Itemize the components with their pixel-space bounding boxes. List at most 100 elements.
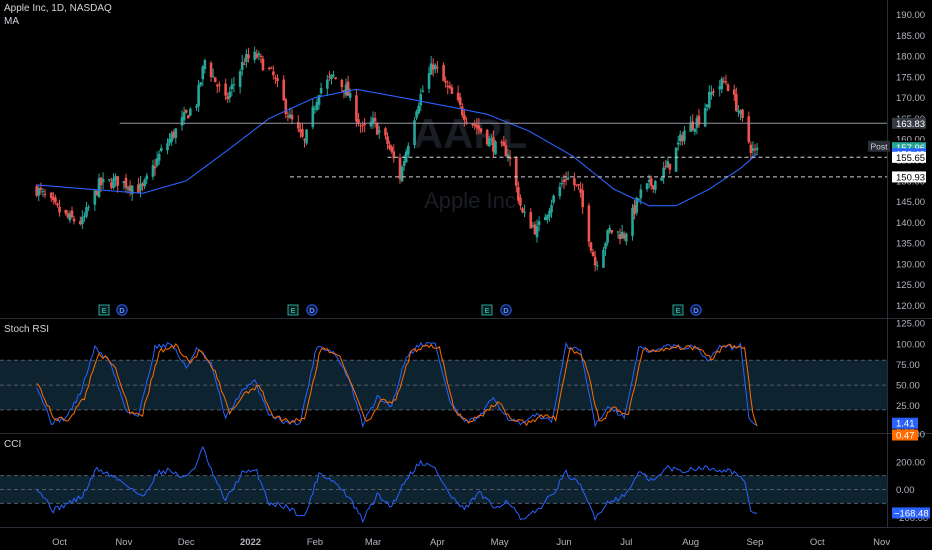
- candle-body: [471, 123, 474, 126]
- candle: [371, 111, 375, 129]
- candle: [458, 92, 462, 110]
- candle: [639, 184, 643, 205]
- candle: [286, 111, 290, 122]
- candle-body: [508, 156, 512, 159]
- candle-body: [446, 85, 450, 87]
- candle-body: [211, 76, 215, 78]
- candle-body: [261, 58, 265, 71]
- candle-body: [521, 208, 524, 212]
- candle: [608, 224, 611, 235]
- candle: [259, 53, 263, 64]
- candle: [359, 123, 362, 133]
- candle: [575, 184, 578, 187]
- candle: [477, 118, 481, 135]
- price-tick-label: 180.00: [896, 52, 925, 63]
- earnings-marker: E: [98, 304, 110, 316]
- candle: [224, 78, 227, 100]
- candle-body: [319, 87, 323, 94]
- price-tick-label: 190.00: [896, 10, 925, 21]
- candle-body: [330, 74, 333, 79]
- candle: [43, 188, 47, 199]
- candle: [645, 183, 649, 192]
- price-tick-label: 175.00: [896, 72, 925, 83]
- candle-body: [591, 251, 595, 257]
- candle-body: [456, 92, 460, 101]
- candle: [180, 110, 184, 131]
- candle-body: [589, 242, 593, 251]
- candle: [346, 75, 350, 96]
- candle: [355, 89, 358, 128]
- candle-body: [419, 94, 423, 106]
- candle: [209, 60, 213, 82]
- event-letter: D: [119, 306, 125, 315]
- candle: [436, 60, 439, 73]
- candle-body: [517, 186, 520, 201]
- candle-body: [676, 142, 680, 145]
- candle-body: [259, 55, 263, 57]
- candle-body: [342, 90, 346, 93]
- candle-body: [475, 124, 479, 128]
- candle: [708, 85, 711, 110]
- candle: [170, 130, 173, 146]
- candle: [705, 103, 709, 112]
- stoch-last-bg: [892, 417, 918, 429]
- earnings-marker-bg: [672, 304, 684, 316]
- candle: [566, 171, 570, 181]
- candle: [610, 229, 614, 235]
- candle-body: [305, 129, 308, 144]
- candle-body: [201, 66, 205, 80]
- candle-body: [272, 71, 275, 76]
- candle-body: [363, 123, 367, 125]
- candle: [421, 85, 425, 93]
- candle-body: [735, 94, 738, 111]
- candle-body: [245, 53, 248, 63]
- stoch-tick-label: 75.00: [896, 360, 920, 371]
- candle: [114, 173, 117, 187]
- candle-body: [587, 205, 591, 242]
- candle-body: [242, 63, 246, 65]
- candle-body: [315, 101, 319, 110]
- candle: [490, 134, 493, 146]
- candle-body: [477, 125, 481, 130]
- candle-body: [579, 188, 582, 193]
- candle-body: [610, 230, 614, 233]
- candle-body: [43, 194, 47, 196]
- candle: [591, 249, 595, 257]
- event-letter: D: [309, 306, 315, 315]
- candle: [664, 159, 668, 170]
- candle: [494, 140, 497, 155]
- candle: [450, 84, 454, 94]
- candle-body: [224, 83, 227, 96]
- candle-body: [216, 84, 219, 87]
- time-tick-label: 2022: [240, 537, 261, 548]
- candle: [157, 150, 161, 165]
- earnings-marker-bg: [287, 304, 299, 316]
- candle-body: [485, 129, 489, 145]
- candle-body: [533, 224, 537, 235]
- candle-body: [624, 233, 628, 242]
- candle: [172, 129, 176, 140]
- candle: [751, 141, 755, 158]
- candle: [199, 81, 203, 88]
- candle-body: [710, 92, 713, 96]
- candle-body: [276, 78, 279, 82]
- candle-body: [373, 117, 377, 122]
- candle: [58, 199, 61, 217]
- candle: [357, 113, 360, 127]
- stoch-last-label: 0.47: [892, 429, 918, 442]
- candle-body: [130, 185, 134, 195]
- candle: [606, 229, 609, 246]
- candle-body: [433, 64, 437, 70]
- time-tick-label: Jul: [620, 537, 632, 548]
- candle: [529, 208, 533, 229]
- candle: [128, 180, 132, 197]
- candle: [622, 231, 626, 241]
- candle: [213, 77, 217, 83]
- earnings-marker: E: [672, 304, 684, 316]
- candle-body: [172, 131, 176, 138]
- candle: [724, 74, 728, 86]
- candle: [473, 120, 477, 130]
- candle-body: [155, 158, 159, 166]
- candle-body: [203, 60, 207, 70]
